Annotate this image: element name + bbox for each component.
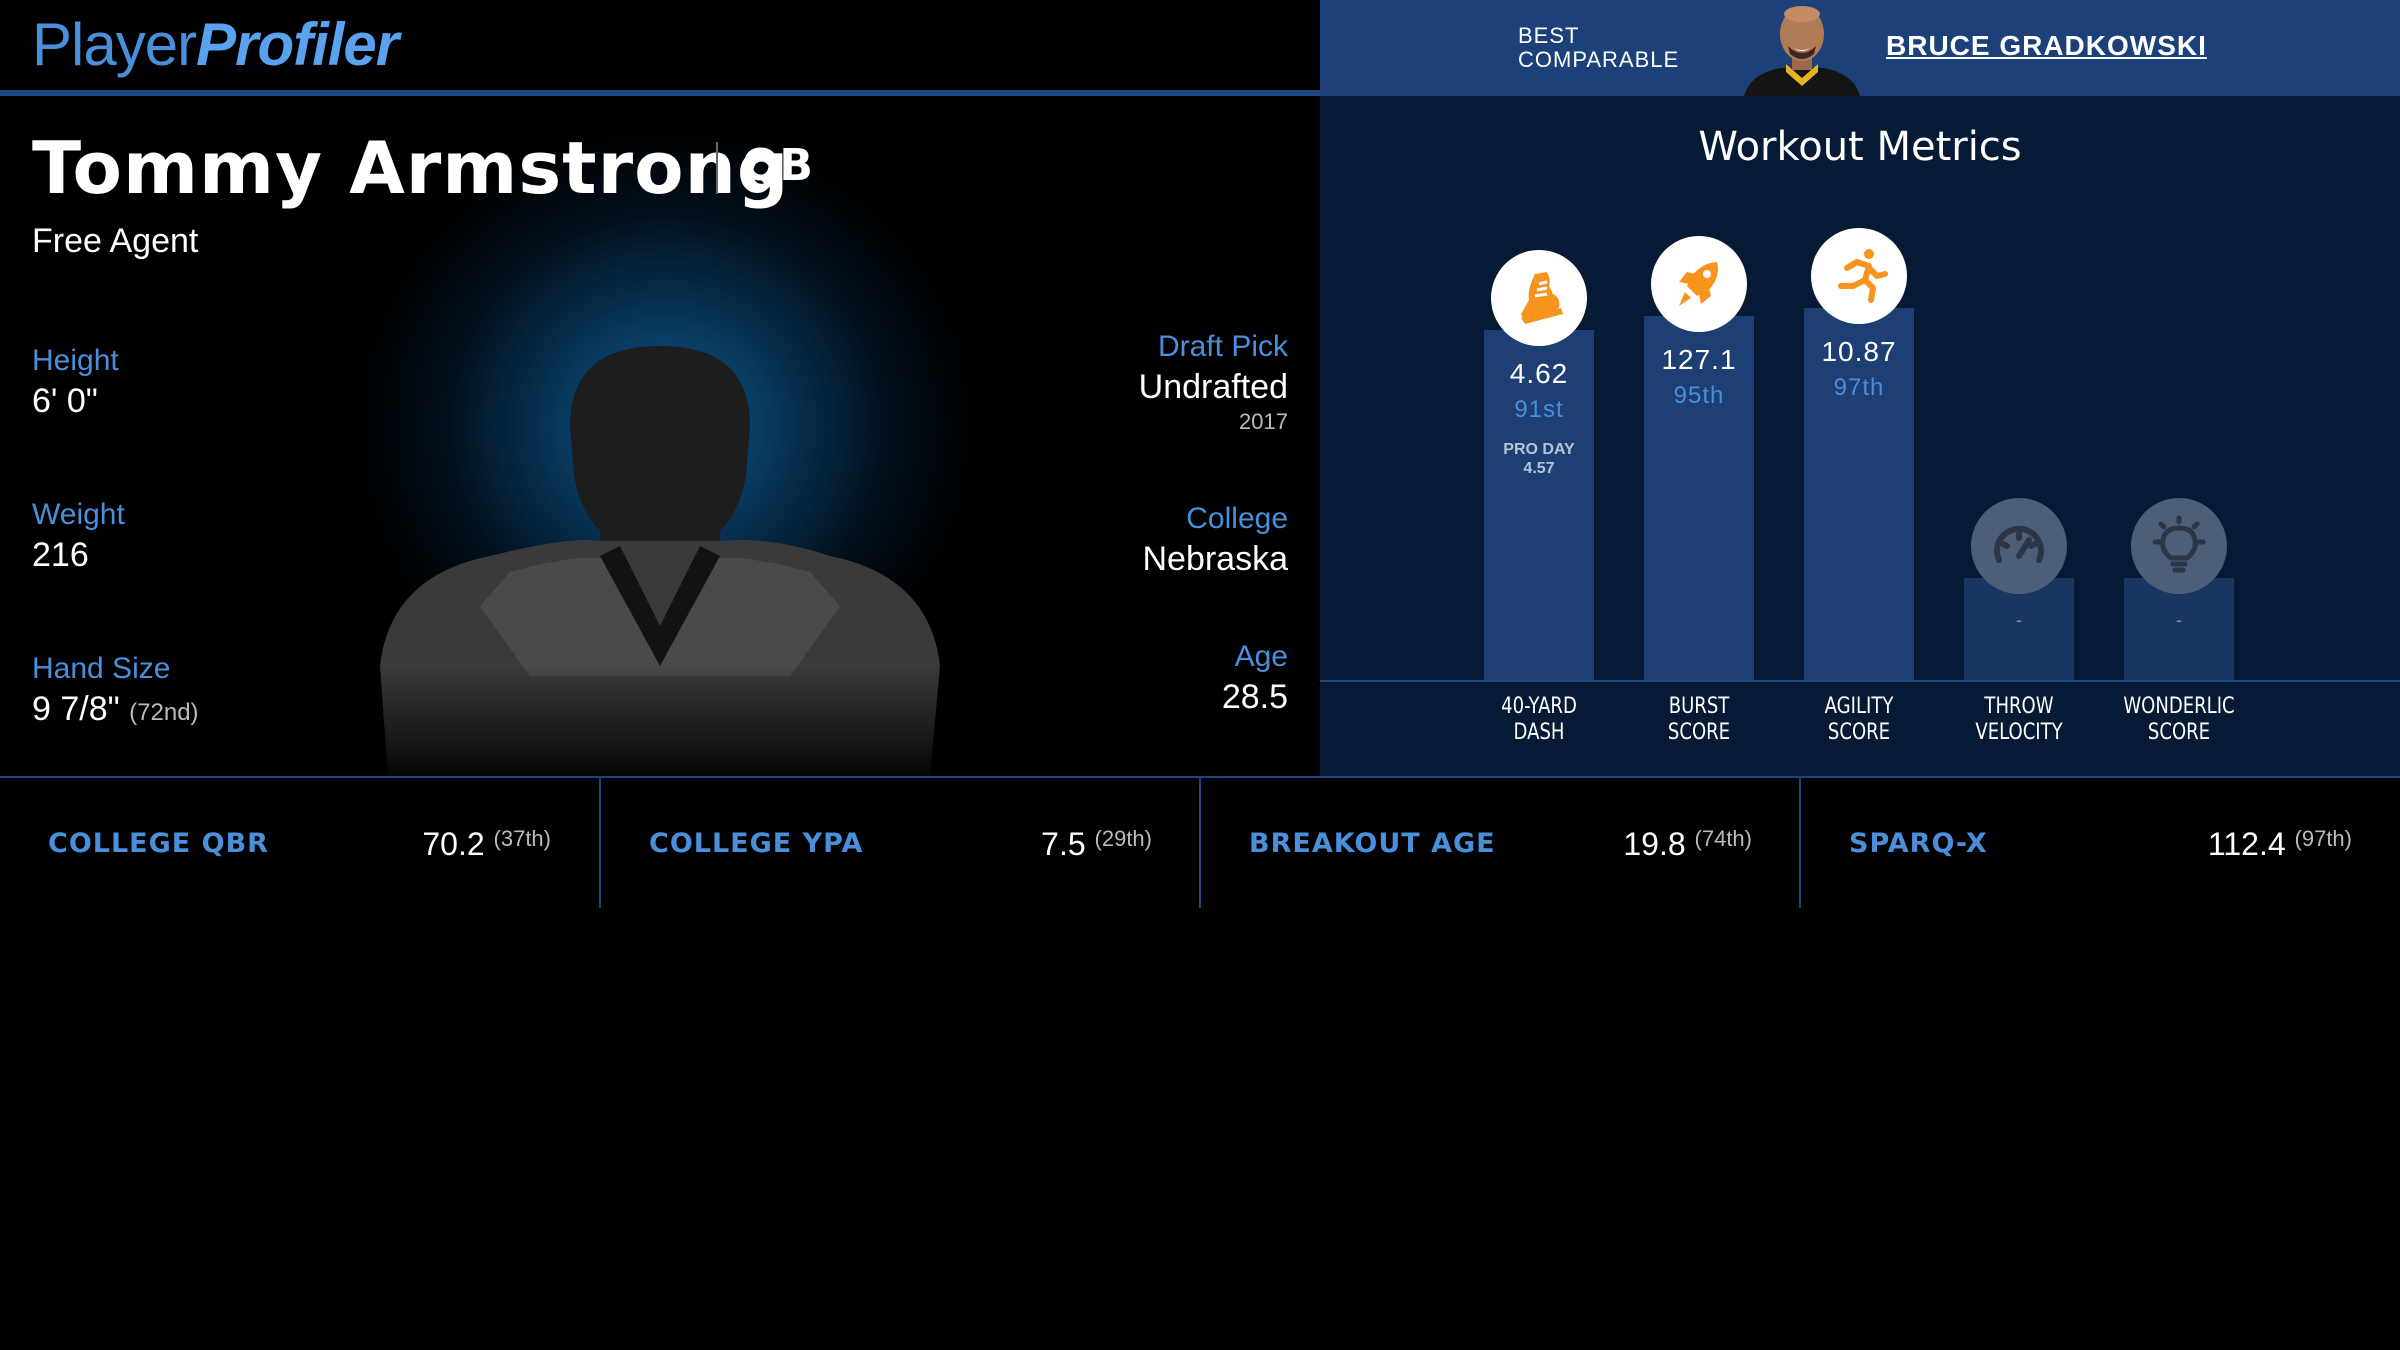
workout-metrics-title: Workout Metrics (1698, 124, 2022, 170)
stat-cell-college-qbr[interactable]: COLLEGE QBR 70.2 (37th) (0, 778, 599, 908)
throw-velocity-label-line1: THROW (1984, 694, 2054, 719)
college-stat: College Nebraska (1142, 502, 1288, 579)
forty-yard-dash-label-line2: DASH (1513, 720, 1565, 745)
college-ypa-rank: (29th) (1094, 826, 1152, 851)
burst-score-label-line1: BURST (1668, 694, 1730, 719)
college-qbr-rank: (37th) (493, 826, 551, 851)
hand-size-stat: Hand Size 9 7/8" (72nd) (32, 652, 199, 729)
college-qbr-value-row: 70.2 (37th) (422, 826, 551, 863)
breakout-age-rank: (74th) (1694, 826, 1752, 851)
breakout-age-value-row: 19.8 (74th) (1623, 826, 1752, 863)
breakout-age-label: BREAKOUT AGE (1249, 828, 1496, 859)
sparq-x-value: 112.4 (2207, 826, 2286, 862)
forty-yard-dash-percentile: 91st (1514, 396, 1564, 423)
burst-score-bar[interactable]: 127.1 95th (1644, 316, 1754, 680)
hand-size-value: 9 7/8" (32, 690, 120, 728)
throw-velocity-label: THROW VELOCITY (1953, 694, 2084, 746)
throw-velocity-label-line2: VELOCITY (1975, 720, 2063, 745)
sparq-x-label: SPARQ-x (1849, 828, 1988, 859)
height-stat: Height 6' 0" (32, 344, 119, 421)
stat-cell-college-ypa[interactable]: COLLEGE YPA 7.5 (29th) (599, 778, 1200, 908)
pro-day-value: 4.57 (1523, 460, 1555, 477)
weight-stat: Weight 216 (32, 498, 125, 575)
college-ypa-value: 7.5 (1041, 826, 1086, 862)
height-label: Height (32, 344, 119, 377)
sparq-x-rank: (97th) (2294, 826, 2352, 851)
logo-text-player: Player (32, 11, 197, 78)
stat-cell-breakout-age[interactable]: BREAKOUT AGE 19.8 (74th) (1199, 778, 1800, 908)
college-stats-row: COLLEGE QBR 70.2 (37th) COLLEGE YPA 7.5 … (0, 776, 2400, 908)
burst-score-value: 127.1 (1661, 344, 1737, 375)
college-ypa-value-row: 7.5 (29th) (1041, 826, 1152, 863)
agility-score-label-line1: AGILITY (1824, 694, 1894, 719)
best-comparable-label-line1: BEST (1518, 23, 1580, 48)
draft-pick-stat: Draft Pick Undrafted 2017 (1139, 330, 1288, 435)
college-label: College (1186, 502, 1288, 535)
college-qbr-label: COLLEGE QBR (48, 828, 269, 859)
rocket-icon (1651, 236, 1747, 332)
pro-day-note: PRO DAY 4.57 (1484, 440, 1594, 478)
shoe-icon (1491, 250, 1587, 346)
college-ypa-label: COLLEGE YPA (649, 828, 864, 859)
player-position: QB (742, 140, 813, 191)
college-qbr-value: 70.2 (422, 826, 485, 862)
player-team: Free Agent (32, 222, 199, 260)
draft-pick-label: Draft Pick (1157, 330, 1288, 363)
forty-yard-dash-value: 4.62 (1509, 358, 1569, 389)
workout-metrics-panel: Workout Metrics 4.62 91st PRO DAY 4.57 1… (1320, 96, 2400, 776)
draft-pick-value: Undrafted (1138, 368, 1288, 406)
forty-yard-dash-label: 40-YARD DASH (1473, 694, 1604, 746)
hand-size-rank: (72nd) (129, 699, 199, 726)
runner-icon (1811, 228, 1907, 324)
best-comparable-label: BEST COMPARABLE (1518, 24, 1679, 72)
agility-score-bar[interactable]: 10.87 97th (1804, 308, 1914, 680)
breakout-age-value: 19.8 (1623, 826, 1686, 862)
age-value: 28.5 (1221, 678, 1288, 716)
best-comparable-label-line2: COMPARABLE (1518, 47, 1680, 72)
pro-day-label: PRO DAY (1503, 441, 1575, 458)
comparable-player-avatar[interactable] (1740, 4, 1864, 96)
forty-yard-dash-bar[interactable]: 4.62 91st PRO DAY 4.57 (1484, 330, 1594, 680)
player-profile-panel: Tommy Armstrong QB Free Agent Height 6' … (0, 96, 1320, 776)
player-name: Tommy Armstrong (32, 126, 790, 210)
logo-text-profiler: Profiler (196, 11, 399, 78)
wonderlic-score-label-line1: WONDERLIC (2123, 694, 2235, 719)
comparable-player-link[interactable]: BRUCE GRADKOWSKI (1886, 30, 2207, 61)
height-value: 6' 0" (32, 382, 98, 420)
weight-value: 216 (32, 536, 89, 574)
age-label: Age (1234, 640, 1288, 673)
player-silhouette-image (370, 336, 950, 776)
playerprofiler-logo[interactable]: PlayerProfiler (32, 10, 399, 80)
hand-size-label: Hand Size (32, 652, 171, 685)
throw-velocity-value: - (2016, 610, 2022, 630)
hand-size-value-row: 9 7/8" (72nd) (32, 690, 199, 729)
agility-score-label: AGILITY SCORE (1793, 694, 1924, 746)
burst-score-label-line2: SCORE (1667, 720, 1731, 745)
agility-score-value: 10.87 (1821, 336, 1897, 367)
stat-cell-sparq-x[interactable]: SPARQ-x 112.4 (97th) (1799, 778, 2400, 908)
name-position-divider (716, 142, 718, 194)
burst-score-percentile: 95th (1673, 382, 1725, 409)
agility-score-percentile: 97th (1833, 374, 1885, 401)
throw-velocity-bar[interactable]: - (1964, 578, 2074, 680)
wonderlic-score-value: - (2176, 610, 2182, 630)
age-stat: Age 28.5 (1222, 640, 1288, 717)
wonderlic-score-label: WONDERLIC SCORE (2113, 694, 2244, 746)
college-value: Nebraska (1142, 540, 1288, 578)
forty-yard-dash-label-line1: 40-YARD (1501, 694, 1577, 719)
wonderlic-score-bar[interactable]: - (2124, 578, 2234, 680)
logo-bar: PlayerProfiler (0, 0, 1320, 96)
best-comparable-bar: BEST COMPARABLE BRUCE GRADKOWSKI (1320, 0, 2400, 96)
speedometer-icon (1971, 498, 2067, 594)
agility-score-label-line2: SCORE (1827, 720, 1891, 745)
wonderlic-score-label-line2: SCORE (2147, 720, 2211, 745)
lightbulb-icon (2131, 498, 2227, 594)
chart-baseline (1320, 680, 2400, 682)
draft-year: 2017 (1239, 409, 1288, 434)
sparq-x-value-row: 112.4 (97th) (2208, 826, 2352, 863)
weight-label: Weight (32, 498, 125, 531)
burst-score-label: BURST SCORE (1633, 694, 1764, 746)
